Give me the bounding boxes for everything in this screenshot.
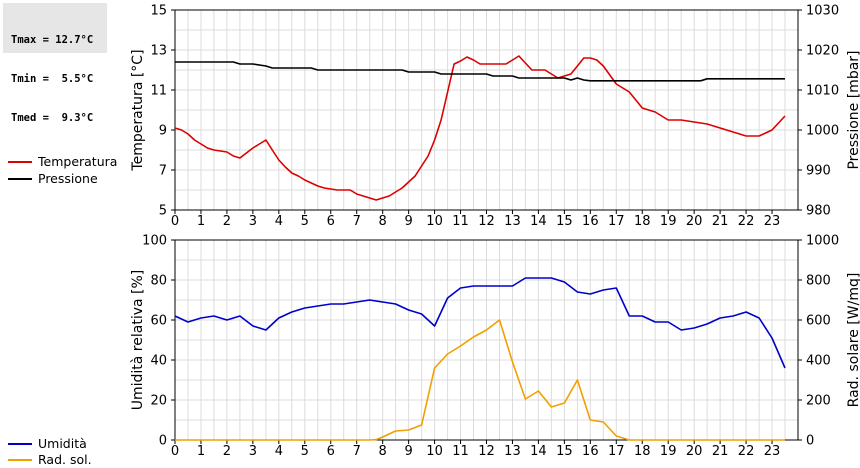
x-tick-label: 11 (452, 444, 469, 459)
x-tick-label: 5 (301, 214, 309, 229)
legend-line-umidita (8, 443, 32, 445)
x-tick-label: 21 (712, 214, 729, 229)
legend-line-pressione (8, 178, 32, 180)
x-tick-label: 0 (171, 444, 179, 459)
x-tick-label: 8 (379, 444, 387, 459)
y-axis-title: Temperatura [°C] (130, 49, 146, 171)
x-tick-label: 12 (478, 444, 495, 459)
tmed-value: Tmed = 9.3°C (11, 112, 94, 124)
x-tick-label: 9 (404, 444, 412, 459)
x-tick-label: 20 (686, 214, 703, 229)
y2-tick-label: 1010 (806, 84, 839, 99)
series-line-temperatura (174, 55, 786, 201)
x-tick-label: 10 (426, 214, 443, 229)
y-tick-label: 11 (150, 84, 167, 99)
x-tick-label: 8 (379, 214, 387, 229)
x-tick-label: 20 (686, 444, 703, 459)
x-tick-label: 16 (582, 214, 599, 229)
x-tick-label: 1 (197, 214, 205, 229)
y-tick-label: 5 (159, 204, 167, 219)
y2-tick-label: 980 (806, 204, 831, 219)
x-tick-label: 21 (712, 444, 729, 459)
y2-tick-label: 600 (806, 314, 831, 329)
x-tick-label: 18 (634, 214, 651, 229)
x-tick-label: 3 (249, 214, 257, 229)
y-axis-title: Umidità relativa [%] (130, 270, 146, 411)
y2-tick-label: 1020 (806, 44, 839, 59)
x-tick-label: 4 (275, 444, 283, 459)
y2-tick-label: 200 (806, 394, 831, 409)
y-tick-label: 15 (150, 4, 167, 19)
x-tick-label: 3 (249, 444, 257, 459)
x-tick-label: 12 (478, 214, 495, 229)
x-tick-label: 15 (556, 214, 573, 229)
x-tick-label: 14 (530, 214, 547, 229)
x-tick-label: 5 (301, 444, 309, 459)
x-tick-label: 16 (582, 444, 599, 459)
x-tick-label: 17 (608, 444, 625, 459)
y2-tick-label: 1000 (806, 124, 839, 139)
x-tick-label: 6 (327, 214, 335, 229)
series-line-pressione (175, 61, 785, 82)
y2-tick-label: 1030 (806, 4, 839, 19)
x-tick-label: 2 (223, 444, 231, 459)
y2-tick-label: 0 (806, 434, 814, 449)
y-tick-label: 13 (150, 44, 167, 59)
x-tick-label: 22 (738, 444, 755, 459)
x-tick-label: 11 (452, 214, 469, 229)
x-tick-label: 19 (660, 214, 677, 229)
y-tick-label: 40 (150, 354, 167, 369)
legend-line-temperatura (8, 161, 32, 163)
legend-label-umidita: Umidità (38, 436, 87, 451)
x-tick-label: 7 (353, 214, 361, 229)
y-tick-label: 100 (142, 234, 167, 249)
y-tick-label: 0 (159, 434, 167, 449)
x-tick-label: 7 (353, 444, 361, 459)
x-tick-label: 17 (608, 214, 625, 229)
x-tick-label: 15 (556, 444, 573, 459)
x-tick-label: 13 (504, 444, 521, 459)
y2-axis-title: Pressione [mbar] (846, 50, 860, 169)
tmax-value: Tmax = 12.7°C (11, 34, 94, 46)
x-tick-label: 23 (764, 214, 781, 229)
x-tick-label: 18 (634, 444, 651, 459)
y-tick-label: 60 (150, 314, 167, 329)
x-tick-label: 0 (171, 214, 179, 229)
x-tick-label: 19 (660, 444, 677, 459)
y-tick-label: 9 (159, 124, 167, 139)
y2-tick-label: 1000 (806, 234, 839, 249)
series-line-rad-sol- (175, 319, 785, 441)
y-tick-label: 20 (150, 394, 167, 409)
y2-tick-label: 400 (806, 354, 831, 369)
x-tick-label: 1 (197, 444, 205, 459)
y2-tick-label: 990 (806, 164, 831, 179)
x-tick-label: 22 (738, 214, 755, 229)
tmin-value: Tmin = 5.5°C (11, 73, 94, 85)
y2-axis-title: Rad. solare [W/mq] (846, 273, 860, 408)
x-tick-label: 9 (404, 214, 412, 229)
y-tick-label: 7 (159, 164, 167, 179)
x-tick-label: 6 (327, 444, 335, 459)
x-tick-label: 10 (426, 444, 443, 459)
legend-label-pressione: Pressione (38, 171, 98, 186)
legend-label-temperatura: Temperatura (38, 154, 118, 169)
stats-box: Tmax = 12.7°C Tmin = 5.5°C Tmed = 9.3°C (3, 3, 107, 124)
x-tick-label: 23 (764, 444, 781, 459)
x-tick-label: 13 (504, 214, 521, 229)
x-tick-label: 2 (223, 214, 231, 229)
y2-tick-label: 800 (806, 274, 831, 289)
y-tick-label: 80 (150, 274, 167, 289)
x-tick-label: 14 (530, 444, 547, 459)
series-line-umidit- (174, 277, 786, 369)
x-tick-label: 4 (275, 214, 283, 229)
